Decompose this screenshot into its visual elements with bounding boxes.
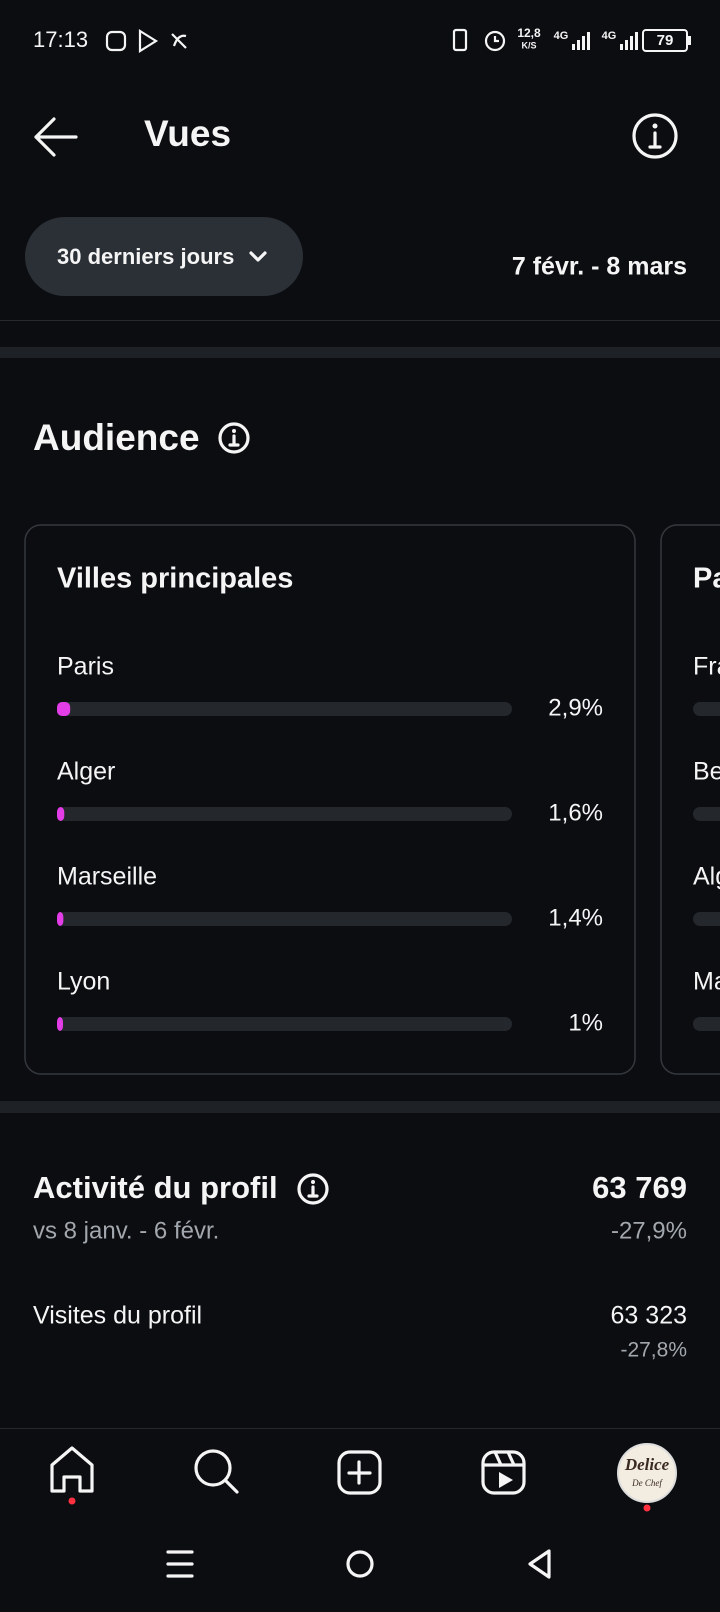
bottom-nav — [0, 1428, 720, 1612]
country-name: Be — [693, 758, 720, 786]
bar-track — [57, 702, 512, 716]
row-label: Visites du profil — [33, 1302, 202, 1330]
country-name: Fra — [693, 653, 720, 681]
battery-level: 79 — [657, 32, 674, 49]
activity-value: 63 769 — [592, 1170, 687, 1205]
battery-tip — [688, 36, 691, 45]
value-label: 1% — [568, 1009, 603, 1036]
back-button[interactable] — [34, 117, 78, 157]
avatar-text: Delice — [624, 1455, 670, 1474]
card-title: Villes principales — [57, 563, 293, 595]
cities-card — [24, 524, 636, 1075]
create-tab[interactable] — [337, 1450, 382, 1495]
status-network: 4G — [602, 30, 617, 42]
date-range: 7 févr. - 8 mars — [512, 253, 687, 281]
country-name: Alg — [693, 863, 720, 891]
notification-dot — [643, 1504, 651, 1512]
value-label: 2,9% — [548, 694, 603, 721]
bar-track — [693, 702, 720, 716]
reels-tab[interactable] — [481, 1450, 526, 1495]
info-icon[interactable] — [218, 422, 250, 454]
bar — [57, 912, 64, 926]
bar — [57, 702, 71, 716]
home-button[interactable] — [346, 1550, 374, 1578]
dropdown-chevron — [249, 251, 267, 262]
divider — [0, 320, 720, 321]
section-divider — [0, 347, 720, 358]
system-nav — [166, 1549, 551, 1579]
row-change: -27,8% — [620, 1339, 687, 1362]
recents-button[interactable] — [166, 1550, 194, 1578]
countries-card — [660, 524, 720, 1075]
row-value: 63 323 — [611, 1302, 687, 1330]
city-name: Alger — [57, 758, 115, 786]
cities-list: Paris 2,9% Alger 1,6% Marseille 1,4% Lyon 1% — [57, 653, 603, 1036]
status-network: 4G — [554, 30, 569, 42]
status-icons — [105, 28, 506, 53]
bar-track — [693, 1017, 720, 1031]
status-speed: 12,8 — [517, 26, 541, 40]
bar-track — [57, 912, 512, 926]
back-nav-button[interactable] — [528, 1549, 551, 1579]
avatar-text: De Chef — [631, 1478, 663, 1488]
period-label: 30 derniers jours — [57, 244, 234, 269]
bar-track — [693, 912, 720, 926]
section-title: Audience — [33, 417, 200, 458]
activity-comparison: vs 8 janv. - 6 févr. — [33, 1217, 219, 1244]
card-title: Pa — [693, 563, 720, 595]
bar — [57, 807, 65, 821]
status-speed-unit: K/S — [521, 40, 536, 50]
bar-track — [693, 807, 720, 821]
search-tab[interactable] — [194, 1449, 239, 1494]
activity-title: Activité du profil — [33, 1170, 278, 1205]
value-label: 1,4% — [548, 904, 603, 931]
home-tab[interactable] — [50, 1446, 94, 1493]
period-filter[interactable] — [25, 217, 303, 296]
status-time: 17:13 — [33, 27, 88, 52]
bar — [57, 1017, 63, 1031]
profile-tab[interactable]: Delice De Chef — [617, 1443, 677, 1503]
page-title: Vues — [144, 113, 231, 154]
bar-track — [57, 807, 512, 821]
activity-change: -27,9% — [611, 1217, 687, 1244]
country-name: Ma — [693, 968, 720, 996]
bar-track — [57, 1017, 512, 1031]
info-icon[interactable] — [297, 1173, 329, 1205]
city-name: Lyon — [57, 968, 110, 996]
notification-dot — [68, 1497, 76, 1505]
battery — [642, 29, 688, 52]
city-name: Marseille — [57, 863, 157, 891]
divider — [0, 1428, 720, 1429]
signal-icons — [572, 32, 638, 50]
info-button[interactable] — [632, 113, 678, 159]
section-divider — [0, 1101, 720, 1113]
countries-list: Fra Be Alg Ma — [693, 653, 720, 1031]
city-name: Paris — [57, 653, 114, 681]
value-label: 1,6% — [548, 799, 603, 826]
